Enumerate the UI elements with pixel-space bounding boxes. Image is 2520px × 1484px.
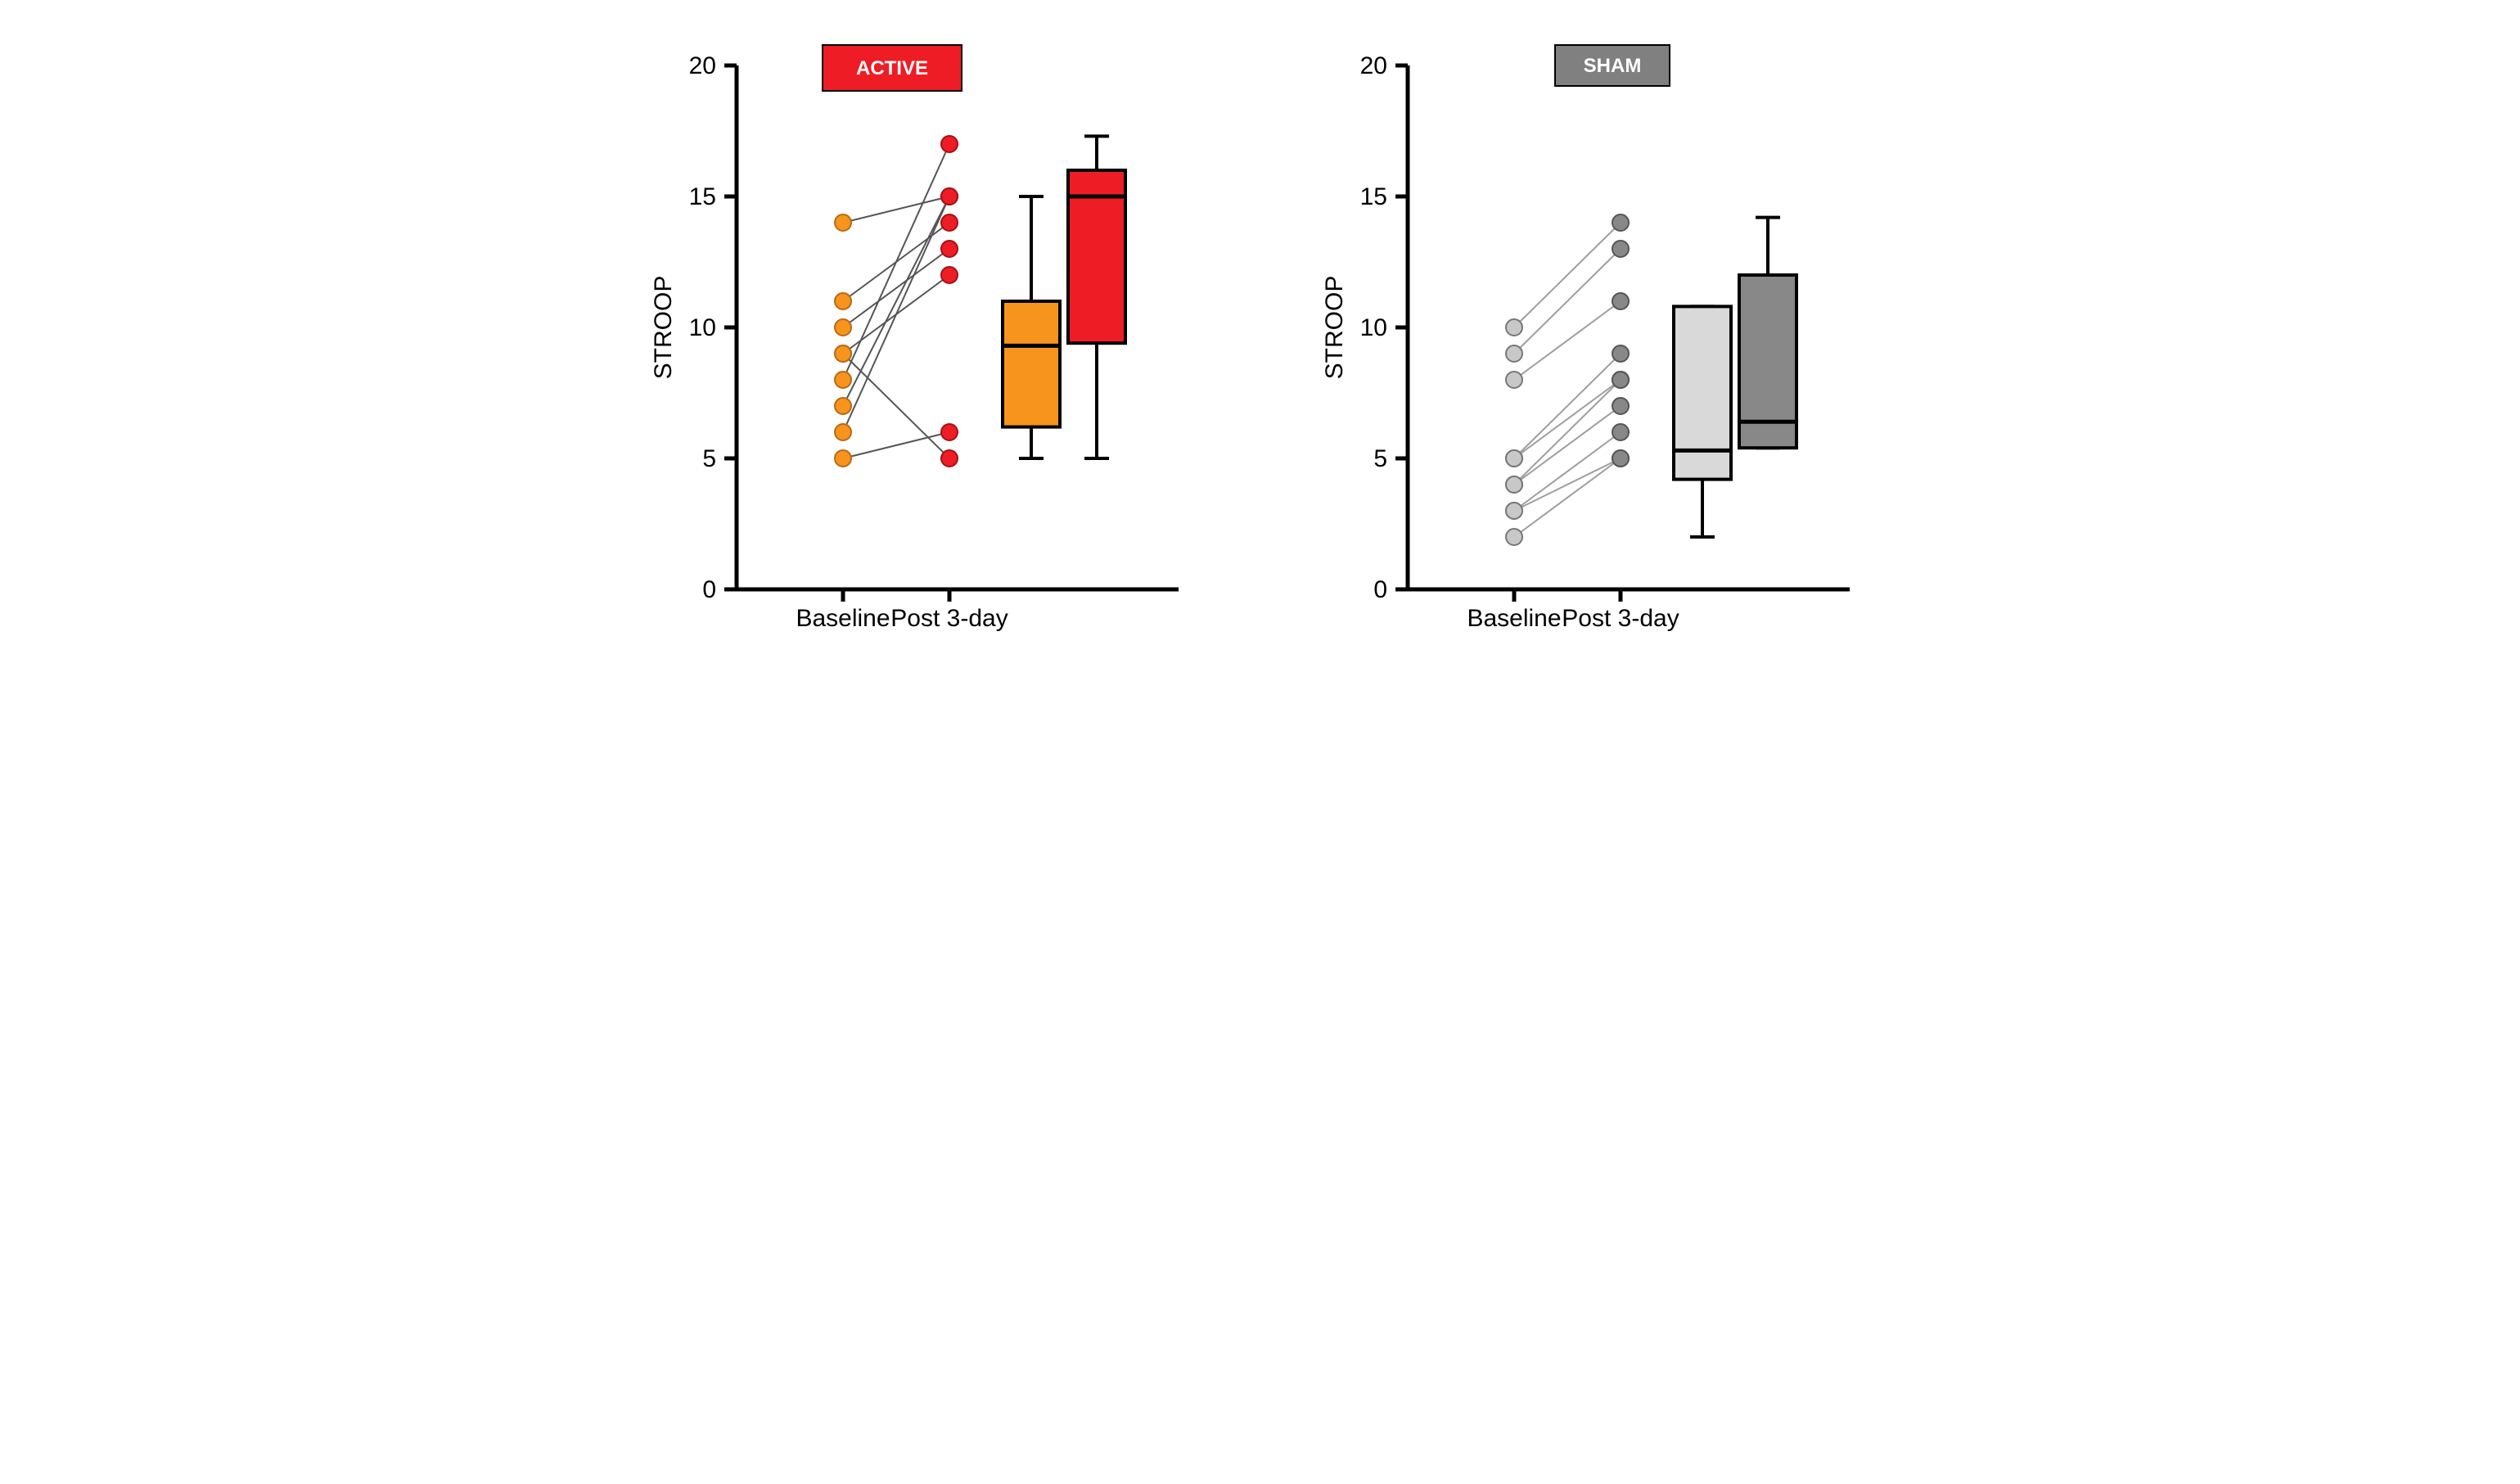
badge-label: SHAM — [1583, 55, 1641, 77]
y-tick-label: 5 — [702, 445, 716, 472]
y-tick-label: 10 — [1359, 314, 1386, 341]
baseline-point — [835, 424, 851, 440]
y-tick-label: 0 — [1373, 576, 1387, 603]
pair-connector — [1514, 380, 1621, 458]
baseline-point — [1506, 476, 1522, 493]
pair-connector — [843, 144, 949, 380]
baseline-point — [835, 450, 851, 467]
pair-connector — [1514, 223, 1621, 327]
pair-connector — [1514, 249, 1621, 354]
post-point — [941, 188, 958, 205]
baseline-point — [1506, 450, 1522, 467]
post-point — [1612, 241, 1629, 257]
y-tick-label: 5 — [1373, 445, 1387, 472]
box — [1674, 306, 1731, 479]
pair-connector — [1514, 432, 1621, 511]
box — [1003, 301, 1060, 427]
x-category-label: Post 3-day — [890, 605, 1008, 632]
svg-sham: 0 5 10 15 20 STROOP BaselinePost 3-day SHAM — [1310, 33, 1882, 671]
post-point — [1612, 214, 1629, 231]
pair-connector — [1514, 354, 1621, 458]
post-point — [941, 450, 958, 467]
post-point — [1612, 424, 1629, 440]
pair-connector — [843, 196, 949, 406]
pair-connector — [1514, 301, 1621, 380]
baseline-point — [835, 345, 851, 362]
pair-connector — [1514, 458, 1621, 511]
post-point — [1612, 372, 1629, 388]
pair-connector — [843, 196, 949, 432]
baseline-point — [1506, 503, 1522, 519]
baseline-point — [835, 293, 851, 309]
baseline-point — [835, 319, 851, 336]
post-point — [941, 214, 958, 231]
y-tick-label: 15 — [1359, 183, 1386, 210]
panel-active: 0 5 10 15 20 STROOP BaselinePost 3-day ACTIVE — [638, 33, 1211, 671]
post-point — [941, 241, 958, 257]
chart-wrap: 05101520STROOPBaselinePost 3-dayACTIVE 0… — [0, 0, 2520, 704]
y-axis-label: STROOP — [1321, 276, 1348, 380]
post-point — [1612, 450, 1629, 467]
post-point — [941, 424, 958, 440]
baseline-point — [835, 214, 851, 231]
pair-connector — [1514, 406, 1621, 485]
y-tick-label: 10 — [688, 314, 715, 341]
pair-connector — [843, 196, 949, 223]
y-tick-label: 20 — [688, 52, 715, 79]
y-tick-label: 0 — [702, 576, 716, 603]
pair-connector — [843, 354, 949, 458]
pair-connector — [843, 432, 949, 458]
y-tick-label: 15 — [688, 183, 715, 210]
baseline-point — [1506, 529, 1522, 545]
panel-sham: 0 5 10 15 20 STROOP BaselinePost 3-day SHAM — [1310, 33, 1882, 671]
svg-active: 0 5 10 15 20 STROOP BaselinePost 3-day ACTIVE — [638, 33, 1211, 671]
y-axis-label: STROOP — [650, 276, 677, 380]
x-category-label: Baseline — [796, 605, 890, 632]
y-tick-label: 20 — [1359, 52, 1386, 79]
x-category-label: Baseline — [1467, 605, 1561, 632]
baseline-point — [1506, 345, 1522, 362]
pair-connector — [1514, 458, 1621, 537]
post-point — [1612, 293, 1629, 309]
baseline-point — [1506, 319, 1522, 336]
pair-connector — [1514, 380, 1621, 485]
baseline-point — [1506, 372, 1522, 388]
post-point — [1612, 345, 1629, 362]
post-point — [941, 267, 958, 283]
badge-label: ACTIVE — [855, 57, 927, 79]
baseline-point — [835, 398, 851, 414]
post-point — [941, 136, 958, 152]
x-category-label: Post 3-day — [1562, 605, 1679, 632]
baseline-point — [835, 372, 851, 388]
post-point — [1612, 398, 1629, 414]
